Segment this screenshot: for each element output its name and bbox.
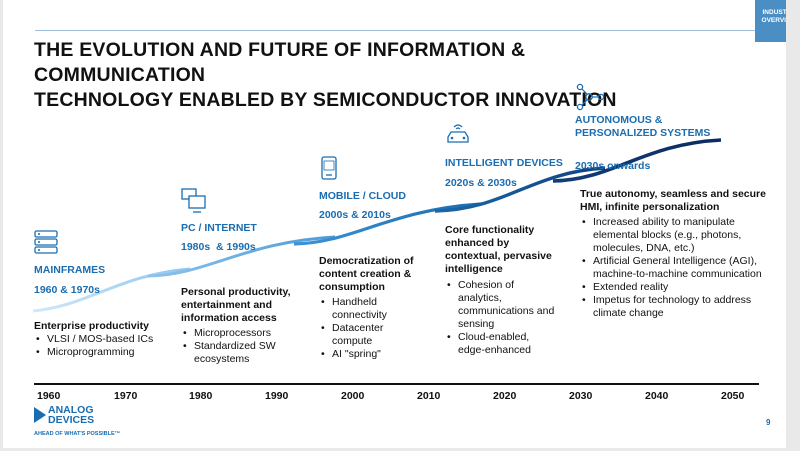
list-item: Microprocessors	[181, 327, 286, 340]
stage-mainframes-label: MAINFRAMES	[34, 264, 106, 276]
year-2040: 2040	[645, 390, 669, 402]
stage-pc-internet-era: 1980s & 1990s	[181, 241, 256, 253]
page-number: 9	[766, 418, 771, 427]
stage-mobile-cloud-label: MOBILE / CLOUD	[319, 190, 406, 202]
analog-devices-logo-icon	[34, 407, 46, 423]
timeline-axis	[34, 383, 759, 385]
list-item: Artificial General Intelligence (AGI), m…	[580, 255, 770, 281]
stage-intelligent-devices-points: Cohesion of analytics, communications an…	[445, 279, 555, 357]
year-2050: 2050	[721, 390, 745, 402]
list-item: Cloud-enabled, edge-enhanced	[445, 331, 555, 357]
list-item: Impetus for technology to address climat…	[580, 294, 770, 320]
stage-mobile-cloud-points: Handheld connectivity Datacenter compute…	[319, 296, 414, 361]
tag-line-1: INDUSTRY	[762, 9, 787, 16]
stage-pc-internet-heading: Personal productivity, entertainment and…	[181, 286, 291, 324]
stage-autonomous-systems-heading: True autonomy, seamless and secure HMI, …	[580, 188, 766, 213]
stage-autonomous-systems-label: AUTONOMOUS & PERSONALIZED SYSTEMS	[575, 114, 711, 139]
header-rule	[35, 30, 786, 31]
logo-line-2: DEVICES	[48, 414, 95, 426]
pc-icon	[181, 188, 206, 213]
car-icon	[447, 124, 469, 143]
stage-intelligent-devices-label: INTELLIGENT DEVICES	[445, 157, 563, 169]
year-1970: 1970	[114, 390, 138, 402]
stage-pc-internet-points: Microprocessors Standardized SW ecosyste…	[181, 327, 286, 366]
list-item: VLSI / MOS-based ICs	[34, 333, 184, 346]
tag-line-2: OVERVIEW	[761, 17, 786, 24]
server-icon	[34, 230, 58, 254]
slide-title: THE EVOLUTION AND FUTURE OF INFORMATION …	[34, 38, 694, 113]
list-item: AI "spring"	[319, 348, 414, 361]
curve-autonomous-systems	[552, 138, 722, 183]
curve-pc-internet	[147, 235, 336, 278]
title-line-2: TECHNOLOGY ENABLED BY SEMICONDUCTOR INNO…	[34, 89, 617, 111]
evolution-curves	[32, 138, 722, 313]
list-item: Datacenter compute	[319, 322, 414, 348]
industry-overview-tag: INDUSTRY OVERVIEW	[755, 0, 786, 42]
stage-mobile-cloud-heading: Democratization of content creation & co…	[319, 255, 414, 293]
stage-mainframes-points: VLSI / MOS-based ICs Microprogramming	[34, 333, 184, 359]
stage-mobile-cloud-era: 2000s & 2010s	[319, 209, 391, 221]
year-2030: 2030	[569, 390, 593, 402]
phone-icon	[321, 156, 337, 180]
list-item: Cohesion of analytics, communications an…	[445, 279, 555, 331]
stage-autonomous-systems-era: 2030s onwards	[575, 160, 651, 172]
list-item: Standardized SW ecosystems	[181, 340, 286, 366]
curve-mainframes	[32, 267, 191, 313]
year-1990: 1990	[265, 390, 289, 402]
year-1980: 1980	[189, 390, 213, 402]
curve-intelligent-devices	[434, 166, 606, 213]
analog-devices-logo: ANALOG DEVICES	[48, 404, 95, 426]
list-item: Microprogramming	[34, 346, 184, 359]
stage-intelligent-devices-heading: Core functionality enhanced by contextua…	[445, 224, 552, 275]
logo-line-1: ANALOG	[48, 404, 94, 416]
slide: INDUSTRY OVERVIEW THE EVOLUTION AND FUTU…	[3, 0, 786, 448]
title-line-1: THE EVOLUTION AND FUTURE OF INFORMATION …	[34, 39, 526, 86]
year-1960: 1960	[37, 390, 61, 402]
year-2010: 2010	[417, 390, 441, 402]
list-item: Increased ability to manipulate elementa…	[580, 216, 770, 255]
stage-mainframes-heading: Enterprise productivity	[34, 320, 149, 332]
stage-pc-internet-label: PC / INTERNET	[181, 222, 257, 234]
stage-autonomous-systems-points: Increased ability to manipulate elementa…	[580, 216, 770, 320]
stage-intelligent-devices-era: 2020s & 2030s	[445, 177, 517, 189]
curve-mobile-cloud	[293, 202, 482, 246]
list-item: Extended reality	[580, 281, 770, 294]
year-2020: 2020	[493, 390, 517, 402]
stage-mainframes-era: 1960 & 1970s	[34, 284, 100, 296]
list-item: Handheld connectivity	[319, 296, 414, 322]
year-2000: 2000	[341, 390, 365, 402]
logo-tagline: AHEAD OF WHAT'S POSSIBLE™	[34, 431, 121, 437]
network-icon	[576, 83, 605, 111]
